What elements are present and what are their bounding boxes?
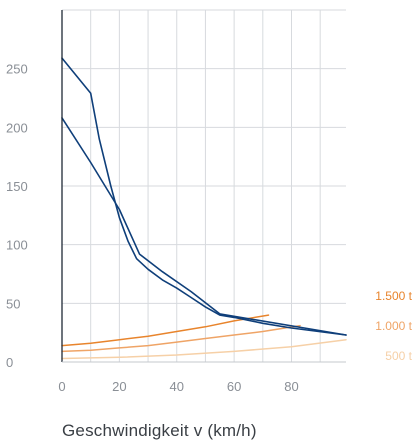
legend-entry: 1.500 t: [375, 289, 412, 303]
y-tick-label: 150: [6, 179, 28, 194]
legend: 1.500 t 1.000 t 500 t: [375, 289, 412, 363]
y-tick-label: 250: [6, 62, 28, 77]
x-tick-label: 20: [112, 379, 126, 394]
y-tick-label: 50: [6, 296, 20, 311]
legend-entry: 1.000 t: [375, 319, 412, 333]
series-line-1-500-t: [61, 314, 270, 347]
y-tick-labels: 0 50 100 150 200 250: [6, 62, 28, 370]
axes: [61, 10, 346, 363]
series-lines: [61, 57, 347, 360]
x-axis-label: Geschwindigkeit v (km/h): [62, 421, 257, 440]
x-tick-label: 80: [284, 379, 298, 394]
x-tick-label: 40: [170, 379, 184, 394]
series-line-traction-a: [61, 57, 347, 336]
x-tick-label: 60: [227, 379, 241, 394]
series-line-500-t: [61, 338, 347, 360]
x-tick-labels: 0 20 40 60 80: [58, 379, 298, 394]
series-line-traction-b: [61, 117, 347, 336]
grid: [62, 9, 346, 362]
x-tick-label: 0: [58, 379, 65, 394]
y-tick-label: 0: [6, 355, 13, 370]
series-line-1-000-t: [61, 324, 301, 353]
y-tick-label: 100: [6, 238, 28, 253]
legend-entry: 500 t: [385, 349, 412, 363]
y-tick-label: 200: [6, 120, 28, 135]
